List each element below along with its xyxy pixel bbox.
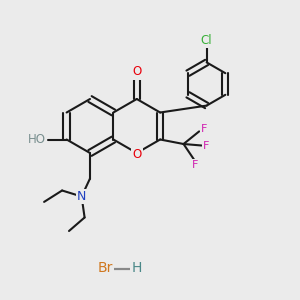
Text: N: N xyxy=(77,190,86,203)
Text: HO: HO xyxy=(28,133,46,146)
Text: F: F xyxy=(201,124,207,134)
Text: F: F xyxy=(192,160,199,170)
Text: Cl: Cl xyxy=(201,34,212,47)
Text: O: O xyxy=(132,148,141,161)
Text: O: O xyxy=(132,65,141,79)
Text: H: H xyxy=(131,262,142,275)
Text: Br: Br xyxy=(97,262,113,275)
Text: F: F xyxy=(203,140,209,151)
